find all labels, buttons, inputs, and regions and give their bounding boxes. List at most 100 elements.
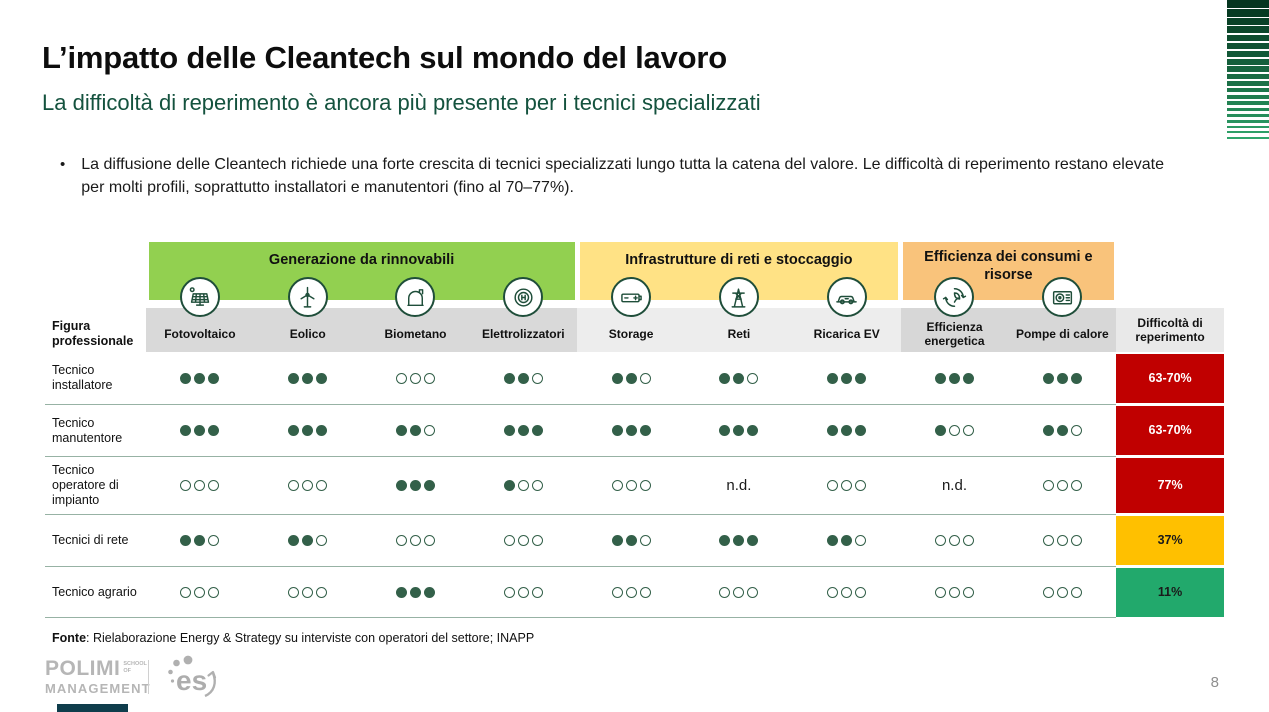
dot-empty bbox=[1042, 586, 1054, 598]
dot-empty bbox=[503, 586, 515, 598]
difficulty-badge-cell: 37% bbox=[1116, 514, 1224, 566]
rating-dots bbox=[827, 480, 867, 491]
dot-filled bbox=[180, 372, 192, 384]
dot-empty bbox=[962, 425, 974, 436]
table-row: Tecnico installatore 63-70% bbox=[45, 352, 1224, 404]
column-header-3: Biometano bbox=[361, 277, 470, 352]
wind-turbine-icon bbox=[287, 277, 328, 317]
difficulty-badge-cell: 63-70% bbox=[1116, 352, 1224, 404]
stripe bbox=[1227, 80, 1269, 86]
dot-empty bbox=[531, 372, 543, 384]
rating-dots bbox=[719, 586, 759, 598]
difficulty-badge: 63-70% bbox=[1116, 353, 1224, 403]
rating-cell bbox=[361, 514, 470, 566]
difficulty-badge: 77% bbox=[1116, 457, 1224, 513]
rating-cell bbox=[362, 352, 470, 404]
dot-empty bbox=[194, 586, 206, 598]
rating-dots bbox=[1042, 425, 1082, 436]
rating-cell bbox=[685, 404, 793, 456]
column-header-label: Reti bbox=[727, 326, 751, 341]
rating-cell bbox=[361, 566, 470, 618]
column-header-2: Eolico bbox=[253, 277, 362, 352]
table-header-row: Figura professionale Fotovoltaico Eolico Bi… bbox=[45, 277, 1224, 352]
dot-filled bbox=[747, 425, 759, 436]
rating-cell bbox=[146, 514, 254, 566]
rating-cell bbox=[469, 456, 578, 514]
rating-dots bbox=[395, 425, 435, 436]
dot-filled bbox=[611, 425, 623, 436]
polimi-management-text: MANAGEMENT bbox=[45, 681, 151, 696]
dot-filled bbox=[409, 586, 421, 598]
difficulty-badge: 37% bbox=[1116, 515, 1224, 565]
page-subtitle: La difficoltà di reperimento è ancora pi… bbox=[42, 90, 761, 115]
dot-filled bbox=[1070, 372, 1082, 384]
bullet-text: La diffusione delle Cleantech richiede u… bbox=[81, 156, 1164, 197]
table-row: Tecnico manutentore 63-70% bbox=[45, 404, 1224, 456]
stripe bbox=[1227, 26, 1269, 34]
rating-cell: n.d. bbox=[900, 456, 1009, 514]
dot-filled bbox=[316, 372, 328, 384]
rating-cell bbox=[685, 514, 793, 566]
dot-empty bbox=[733, 586, 745, 598]
rating-cell bbox=[577, 352, 685, 404]
rating-cell bbox=[146, 566, 254, 618]
difficulty-badge-cell: 77% bbox=[1116, 456, 1224, 514]
rating-dots bbox=[395, 480, 435, 491]
dot-filled bbox=[180, 425, 192, 436]
rating-dots bbox=[503, 480, 543, 491]
transmission-tower-icon bbox=[718, 277, 759, 317]
dot-empty bbox=[827, 586, 839, 598]
stripe bbox=[1227, 131, 1269, 134]
dot-filled bbox=[1042, 425, 1054, 436]
dot-empty bbox=[1070, 480, 1082, 491]
dot-empty bbox=[934, 535, 946, 546]
rating-dots bbox=[180, 586, 220, 598]
column-header-4: Elettrolizzatori bbox=[469, 277, 578, 352]
dot-empty bbox=[1070, 535, 1082, 546]
no-data-label: n.d. bbox=[726, 477, 752, 494]
energy-efficiency-icon bbox=[934, 277, 975, 317]
dot-filled bbox=[409, 480, 421, 491]
rating-dots bbox=[1042, 372, 1082, 384]
dot-empty bbox=[395, 372, 407, 384]
rating-cell bbox=[1008, 456, 1117, 514]
dot-empty bbox=[855, 480, 867, 491]
page-title: L’impatto delle Cleantech sul mondo del … bbox=[42, 40, 727, 75]
dot-empty bbox=[208, 586, 220, 598]
dot-filled bbox=[302, 535, 314, 546]
dot-filled bbox=[719, 372, 731, 384]
rating-dots bbox=[934, 425, 974, 436]
stripe bbox=[1227, 119, 1269, 123]
dot-empty bbox=[962, 535, 974, 546]
rating-cell bbox=[253, 404, 362, 456]
rating-dots bbox=[180, 535, 220, 546]
dot-filled bbox=[517, 372, 529, 384]
dot-empty bbox=[639, 480, 651, 491]
dot-empty bbox=[611, 586, 623, 598]
dot-filled bbox=[503, 480, 515, 491]
dot-empty bbox=[747, 586, 759, 598]
rating-dots bbox=[611, 535, 651, 546]
stripe bbox=[1227, 50, 1269, 58]
dot-filled bbox=[208, 425, 220, 436]
stripe bbox=[1227, 101, 1269, 106]
dot-empty bbox=[288, 480, 300, 491]
dot-filled bbox=[316, 425, 328, 436]
rating-dots bbox=[288, 425, 328, 436]
dot-empty bbox=[409, 372, 421, 384]
dot-empty bbox=[316, 586, 328, 598]
dot-empty bbox=[841, 586, 853, 598]
stripe bbox=[1227, 94, 1269, 99]
dot-empty bbox=[1042, 480, 1054, 491]
column-header-label: Efficienza energetica bbox=[924, 319, 985, 348]
rating-cell bbox=[469, 352, 577, 404]
dot-filled bbox=[719, 425, 731, 436]
dot-filled bbox=[503, 425, 515, 436]
rating-cell bbox=[146, 404, 254, 456]
dot-filled bbox=[747, 535, 759, 546]
rating-dots bbox=[934, 372, 974, 384]
dot-empty bbox=[180, 586, 192, 598]
dot-empty bbox=[208, 480, 220, 491]
rating-cell bbox=[901, 352, 1009, 404]
